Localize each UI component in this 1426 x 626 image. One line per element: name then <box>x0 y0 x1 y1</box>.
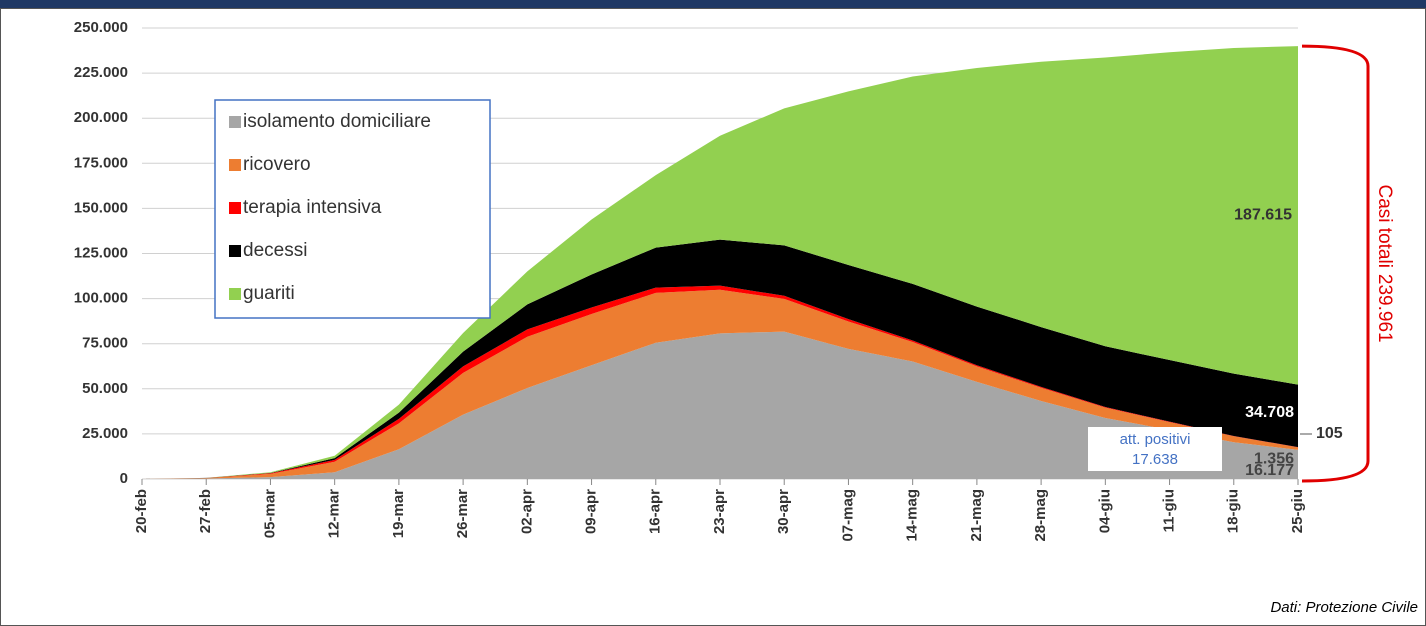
legend-swatch <box>229 159 241 171</box>
y-tick-label: 175.000 <box>74 154 128 171</box>
y-tick-label: 75.000 <box>82 335 128 352</box>
x-tick-label: 05-mar <box>261 489 278 538</box>
legend-swatch <box>229 245 241 257</box>
x-tick-label: 12-mar <box>326 489 343 538</box>
value-label: 105 <box>1316 425 1343 442</box>
y-tick-label: 225.000 <box>74 64 128 81</box>
area <box>142 289 1298 479</box>
header-bar <box>0 0 1426 8</box>
legend-label: terapia intensiva <box>243 197 382 218</box>
x-tick-label: 19-mar <box>390 489 407 538</box>
x-tick-label: 18-giu <box>1225 489 1242 533</box>
x-tick-label: 09-apr <box>583 489 600 534</box>
x-tick-label: 25-giu <box>1289 489 1306 533</box>
annotation-box <box>1088 427 1222 471</box>
value-label: 34.708 <box>1245 404 1294 421</box>
y-tick-label: 250.000 <box>74 19 128 36</box>
x-tick-label: 28-mag <box>1032 489 1049 542</box>
legend-swatch <box>229 288 241 300</box>
y-tick-label: 0 <box>120 470 128 487</box>
x-tick-label: 20-feb <box>133 489 150 533</box>
legend-label: isolamento domiciliare <box>243 111 431 132</box>
legend-label: guariti <box>243 283 295 304</box>
x-tick-label: 27-feb <box>197 489 214 533</box>
x-tick-label: 21-mag <box>968 489 985 542</box>
legend-label: ricovero <box>243 154 311 175</box>
y-tick-label: 200.000 <box>74 109 128 126</box>
x-tick-label: 14-mag <box>904 489 921 542</box>
x-tick-label: 04-giu <box>1096 489 1113 533</box>
legend-swatch <box>229 116 241 128</box>
legend: isolamento domiciliare ricovero terapia in… <box>214 99 491 319</box>
y-tick-label: 125.000 <box>74 244 128 261</box>
y-tick-label: 100.000 <box>74 290 128 307</box>
area <box>142 331 1298 479</box>
y-tick-label: 150.000 <box>74 199 128 216</box>
x-tick-label: 02-apr <box>518 489 535 534</box>
x-tick-label: 11-giu <box>1161 489 1178 532</box>
x-tick-label: 16-apr <box>647 489 664 534</box>
source-note: Dati: Protezione Civile <box>1270 599 1418 616</box>
total-label: Casi totali 239.961 <box>1374 185 1395 343</box>
x-tick-label: 26-mar <box>454 489 471 538</box>
legend-label: decessi <box>243 240 307 261</box>
x-tick-label: 30-apr <box>775 489 792 534</box>
value-label: 187.615 <box>1234 207 1292 224</box>
annotation-label: att. positivi <box>1120 431 1191 448</box>
x-tick-label: 07-mag <box>839 489 856 542</box>
legend-box <box>214 99 491 319</box>
annotation-value: 17.638 <box>1132 451 1178 468</box>
y-tick-label: 50.000 <box>82 380 128 397</box>
legend-swatch <box>229 202 241 214</box>
y-tick-label: 25.000 <box>82 425 128 442</box>
total-bracket <box>1301 44 1370 483</box>
x-tick-label: 23-apr <box>711 489 728 534</box>
value-label: 1.356 <box>1254 451 1294 468</box>
total-label-value: 239.961 <box>1374 274 1395 343</box>
value-label: 16.177 <box>1245 462 1294 479</box>
total-label-text: Casi totali <box>1374 185 1395 268</box>
area <box>142 239 1298 479</box>
area <box>142 46 1298 480</box>
